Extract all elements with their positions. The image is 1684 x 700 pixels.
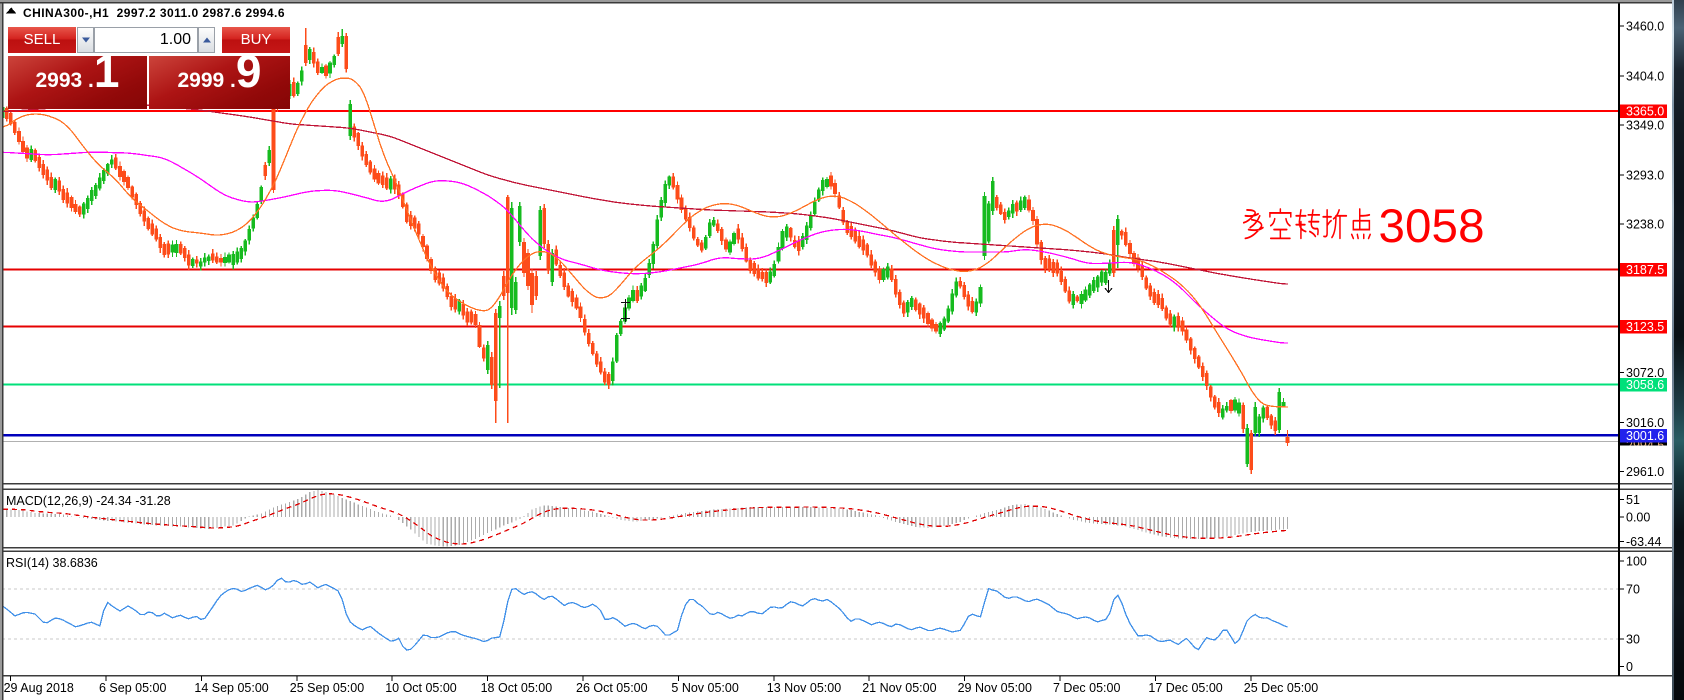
svg-text:6 Sep 05:00: 6 Sep 05:00 (99, 681, 166, 695)
svg-text:2961.0: 2961.0 (1626, 465, 1664, 479)
svg-text:29 Aug 2018: 29 Aug 2018 (4, 681, 74, 695)
svg-text:100: 100 (1626, 555, 1647, 569)
svg-text:25 Sep 05:00: 25 Sep 05:00 (290, 681, 364, 695)
svg-text:25 Dec 05:00: 25 Dec 05:00 (1244, 681, 1318, 695)
svg-text:3404.0: 3404.0 (1626, 70, 1664, 84)
svg-text:10 Oct 05:00: 10 Oct 05:00 (385, 681, 457, 695)
svg-text:3001.6: 3001.6 (1626, 429, 1664, 443)
svg-text:0: 0 (1626, 660, 1633, 674)
svg-text:26 Oct 05:00: 26 Oct 05:00 (576, 681, 648, 695)
svg-text:2994.6: 2994.6 (1626, 439, 1664, 453)
svg-text:21 Nov 05:00: 21 Nov 05:00 (862, 681, 936, 695)
svg-text:3238.0: 3238.0 (1626, 218, 1664, 232)
svg-text:3058: 3058 (1379, 200, 1485, 253)
svg-text:3123.5: 3123.5 (1626, 320, 1664, 334)
svg-text:RSI(14) 38.6836: RSI(14) 38.6836 (6, 556, 98, 570)
svg-text:0.00: 0.00 (1626, 511, 1650, 525)
svg-text:70: 70 (1626, 583, 1640, 597)
svg-text:29 Nov 05:00: 29 Nov 05:00 (958, 681, 1032, 695)
svg-text:3072.0: 3072.0 (1626, 366, 1664, 380)
svg-text:18 Oct 05:00: 18 Oct 05:00 (481, 681, 553, 695)
svg-text:14 Sep 05:00: 14 Sep 05:00 (194, 681, 268, 695)
svg-text:CHINA300-,H1 2997.2 3011.0 29: CHINA300-,H1 2997.2 3011.0 2987.6 2994.6 (23, 6, 285, 20)
svg-text:3187.5: 3187.5 (1626, 263, 1664, 277)
svg-text:13 Nov 05:00: 13 Nov 05:00 (767, 681, 841, 695)
svg-text:7 Dec 05:00: 7 Dec 05:00 (1053, 681, 1120, 695)
svg-text:5 Nov 05:00: 5 Nov 05:00 (671, 681, 738, 695)
svg-text:3293.0: 3293.0 (1626, 169, 1664, 183)
svg-text:3016.0: 3016.0 (1626, 416, 1664, 430)
svg-text:51: 51 (1626, 493, 1640, 507)
svg-text:3058.6: 3058.6 (1626, 378, 1664, 392)
svg-text:MACD(12,26,9) -24.34 -31.28: MACD(12,26,9) -24.34 -31.28 (6, 494, 171, 508)
svg-text:3349.0: 3349.0 (1626, 119, 1664, 133)
svg-text:30: 30 (1626, 633, 1640, 647)
svg-text:3460.0: 3460.0 (1626, 20, 1664, 34)
svg-text:17 Dec 05:00: 17 Dec 05:00 (1148, 681, 1222, 695)
svg-text:-63.44: -63.44 (1626, 535, 1661, 549)
svg-text:3365.0: 3365.0 (1626, 105, 1664, 119)
